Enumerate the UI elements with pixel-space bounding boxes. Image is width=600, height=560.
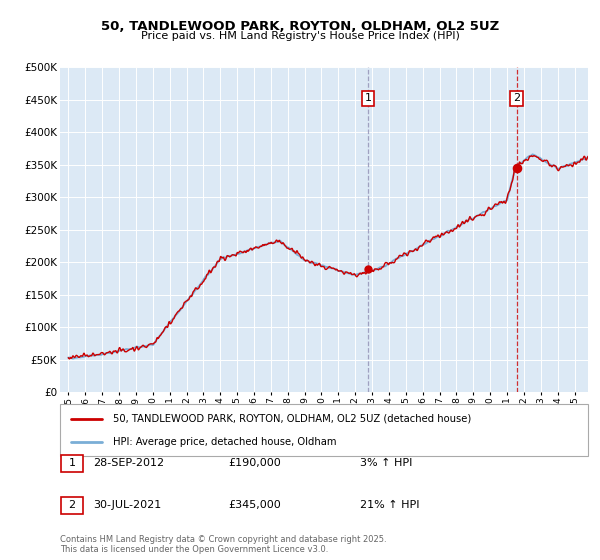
Text: Contains HM Land Registry data © Crown copyright and database right 2025.
This d: Contains HM Land Registry data © Crown c… <box>60 535 386 554</box>
Text: 30-JUL-2021: 30-JUL-2021 <box>93 500 161 510</box>
Text: 3% ↑ HPI: 3% ↑ HPI <box>360 458 412 468</box>
Text: 50, TANDLEWOOD PARK, ROYTON, OLDHAM, OL2 5UZ: 50, TANDLEWOOD PARK, ROYTON, OLDHAM, OL2… <box>101 20 499 32</box>
Text: £190,000: £190,000 <box>228 458 281 468</box>
FancyBboxPatch shape <box>61 497 83 514</box>
Text: 21% ↑ HPI: 21% ↑ HPI <box>360 500 419 510</box>
Text: 1: 1 <box>68 459 76 468</box>
Text: 2: 2 <box>68 501 76 510</box>
FancyBboxPatch shape <box>60 404 588 456</box>
Point <box>363 264 373 273</box>
Text: 50, TANDLEWOOD PARK, ROYTON, OLDHAM, OL2 5UZ (detached house): 50, TANDLEWOOD PARK, ROYTON, OLDHAM, OL2… <box>113 414 471 424</box>
Text: 28-SEP-2012: 28-SEP-2012 <box>93 458 164 468</box>
Text: £345,000: £345,000 <box>228 500 281 510</box>
Text: 1: 1 <box>364 94 371 104</box>
Text: 2: 2 <box>513 94 520 104</box>
Text: HPI: Average price, detached house, Oldham: HPI: Average price, detached house, Oldh… <box>113 437 337 447</box>
FancyBboxPatch shape <box>61 455 83 472</box>
Text: Price paid vs. HM Land Registry's House Price Index (HPI): Price paid vs. HM Land Registry's House … <box>140 31 460 41</box>
Point <box>512 164 521 172</box>
